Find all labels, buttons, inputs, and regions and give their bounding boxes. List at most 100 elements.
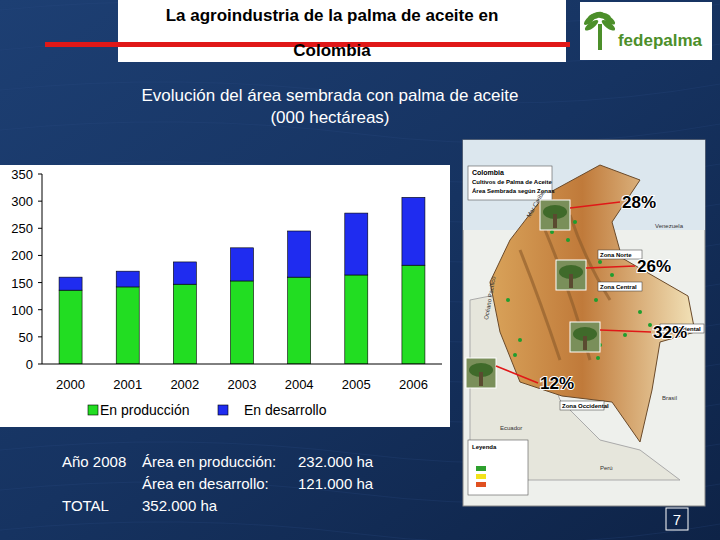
bar	[59, 277, 82, 290]
bar	[402, 197, 425, 265]
map-crop-dot	[518, 338, 522, 342]
y-tick-label: 250	[11, 221, 33, 236]
y-tick	[38, 201, 42, 202]
legend-label: En producción	[100, 402, 190, 418]
y-tick-label: 300	[11, 194, 33, 209]
bar	[116, 271, 139, 287]
bar	[59, 290, 82, 364]
map-crop-dot	[638, 310, 642, 314]
y-tick-label: 350	[11, 167, 33, 182]
x-tick-label: 2005	[342, 377, 371, 392]
summary-year: Año 2008	[62, 453, 126, 470]
map-place: Perú	[600, 465, 613, 471]
bars	[59, 197, 425, 364]
zone-label: Zona Central	[600, 284, 637, 290]
bar	[345, 275, 368, 364]
chart-subtitle: (000 hectáreas)	[270, 108, 389, 127]
map-place: Venezuela	[655, 223, 684, 229]
map-crop-dot	[623, 333, 627, 337]
zone-arrow	[496, 366, 538, 383]
legend-swatch	[88, 405, 98, 415]
map-title: Colombia	[472, 169, 504, 176]
palm-photo-trunk	[569, 274, 573, 288]
palm-photo	[540, 200, 570, 230]
summary-total-label: TOTAL	[62, 497, 109, 514]
palm-photo-trunk	[479, 372, 483, 386]
y-tick	[38, 336, 42, 337]
bar	[116, 287, 139, 364]
map-legend-swatch	[476, 466, 486, 471]
map-place: Brasil	[662, 395, 677, 401]
logo-trunk	[598, 24, 602, 50]
map-relief	[520, 215, 610, 360]
map-crop-dot	[573, 220, 577, 224]
logo-palm	[583, 18, 599, 32]
map-crop-dot	[506, 298, 510, 302]
bar	[288, 231, 311, 277]
map-legend-title: Leyenda	[472, 444, 497, 450]
logo-palm	[600, 18, 616, 32]
bar	[231, 248, 254, 281]
x-tick-label: 2001	[113, 377, 142, 392]
y-tick	[38, 255, 42, 256]
texture	[0, 522, 720, 540]
map-crop-dot	[594, 298, 598, 302]
x-tick-label: 2004	[285, 377, 314, 392]
summary-label: Área en producción:	[142, 453, 276, 470]
map-legend-swatch	[476, 482, 486, 487]
map-legend-swatch	[476, 474, 486, 479]
x-axis	[42, 364, 442, 365]
map-crop-dot	[610, 273, 614, 277]
y-tick	[38, 282, 42, 283]
y-tick-label: 50	[19, 330, 33, 345]
y-tick-label: 150	[11, 276, 33, 291]
background	[0, 0, 720, 540]
summary-value: 121.000 ha	[298, 475, 374, 492]
y-tick-label: 0	[26, 357, 33, 372]
bar	[402, 265, 425, 364]
palm-photo	[556, 260, 586, 290]
palm-photo	[570, 322, 600, 352]
legend-swatch	[218, 405, 228, 415]
zone-share: 32%	[653, 323, 687, 342]
summary-value: 232.000 ha	[298, 453, 374, 470]
map-crop-dot	[513, 353, 517, 357]
summary-label: Área en desarrollo:	[142, 475, 269, 492]
palm-photo-trunk	[583, 336, 587, 350]
palm-photo-trunk	[553, 214, 557, 228]
y-tick	[38, 364, 42, 365]
header-box	[118, 0, 566, 62]
slide: La agroindustria de la palma de aceite e…	[0, 0, 720, 540]
map-crop-dot	[598, 260, 602, 264]
zone-arrow	[600, 330, 651, 332]
bar	[288, 277, 311, 364]
y-tick	[38, 228, 42, 229]
y-tick	[38, 174, 42, 175]
zone-arrow	[570, 202, 620, 208]
chart-title: Evolución del área sembrada con palma de…	[141, 86, 518, 105]
logo-text: fedepalma	[618, 31, 703, 50]
zone-share: 26%	[637, 257, 671, 276]
x-tick-label: 2006	[399, 377, 428, 392]
y-axis	[42, 174, 43, 364]
y-tick	[38, 309, 42, 310]
zone-arrow	[586, 266, 635, 268]
map-place: Ecuador	[500, 425, 522, 431]
summary-total-value: 352.000 ha	[142, 497, 218, 514]
y-tick-label: 200	[11, 248, 33, 263]
zone-share: 28%	[622, 193, 656, 212]
page-number-box	[666, 508, 688, 530]
legend-label: En desarrollo	[244, 402, 327, 418]
map-crop-dot	[550, 230, 554, 234]
header-title: Colombia	[293, 41, 371, 60]
bar	[173, 284, 196, 364]
zone-box	[598, 282, 642, 291]
bar	[173, 262, 196, 284]
x-tick-label: 2003	[228, 377, 257, 392]
zone-box	[598, 250, 642, 259]
palm-photo	[466, 358, 496, 388]
map-colombia	[490, 165, 695, 442]
map-place: Océano Pacífico	[483, 275, 497, 320]
map-crop-dot	[566, 238, 570, 242]
chart-area	[0, 165, 450, 427]
